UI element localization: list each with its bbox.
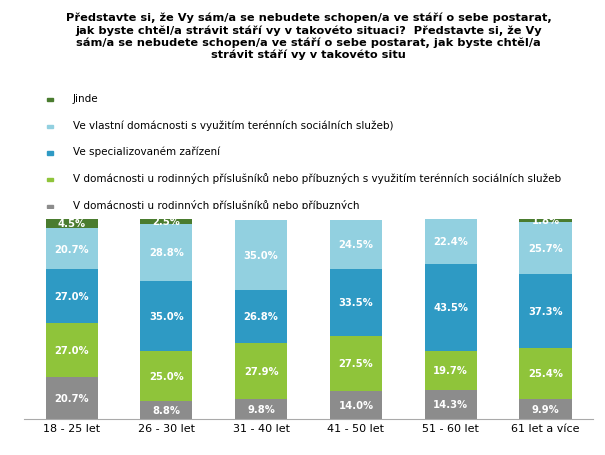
Text: 22.4%: 22.4% (433, 237, 468, 247)
Bar (45, 324, 97, 377)
Text: Ve vlastní domácnosti s využitím terénních sociálních služeb): Ve vlastní domácnosti s využitím terénní… (73, 120, 393, 131)
Text: 14.3%: 14.3% (433, 399, 468, 410)
Bar (45, 270, 97, 324)
Text: 25.0%: 25.0% (149, 371, 184, 381)
FancyBboxPatch shape (47, 125, 53, 129)
Text: 27.0%: 27.0% (54, 345, 89, 355)
Text: 43.5%: 43.5% (433, 303, 468, 313)
Bar (520, 274, 572, 348)
Bar (520, 399, 572, 419)
Bar (140, 351, 192, 401)
Text: 24.5%: 24.5% (338, 240, 373, 250)
FancyBboxPatch shape (47, 205, 53, 209)
Text: 37.3%: 37.3% (528, 306, 563, 316)
Bar (330, 391, 382, 419)
Bar (45, 228, 97, 270)
Bar (140, 401, 192, 419)
Bar (45, 377, 97, 419)
Text: 28.8%: 28.8% (149, 248, 184, 258)
Text: 14.0%: 14.0% (338, 399, 373, 410)
Text: 4.5%: 4.5% (57, 219, 86, 229)
Bar (235, 399, 287, 419)
Bar (520, 348, 572, 399)
Text: 27.0%: 27.0% (54, 292, 89, 302)
Bar (425, 351, 477, 390)
Bar (140, 282, 192, 351)
Bar (425, 390, 477, 419)
Text: 27.9%: 27.9% (244, 366, 278, 376)
Text: 35.0%: 35.0% (244, 250, 278, 260)
Text: Jinde: Jinde (73, 94, 98, 103)
Text: 8.8%: 8.8% (152, 405, 180, 415)
Text: 1.8%: 1.8% (531, 216, 560, 226)
Text: V domácnosti u rodinných příslušníků nebo příbuzných: V domácnosti u rodinných příslušníků neb… (73, 200, 359, 211)
Bar (140, 219, 192, 224)
Bar (140, 224, 192, 282)
Text: 9.9%: 9.9% (532, 404, 560, 414)
Text: 2.5%: 2.5% (152, 217, 180, 227)
Text: 20.7%: 20.7% (54, 393, 89, 403)
Text: 35.0%: 35.0% (149, 311, 184, 321)
Bar (330, 336, 382, 391)
Bar (520, 222, 572, 274)
Text: 27.5%: 27.5% (339, 358, 373, 368)
FancyBboxPatch shape (47, 152, 53, 156)
Text: V domácnosti u rodinných příslušníků nebo příbuzných s využitím terénních sociál: V domácnosti u rodinných příslušníků neb… (73, 173, 561, 184)
Bar (45, 219, 97, 228)
Text: 33.5%: 33.5% (339, 298, 373, 308)
Text: 25.7%: 25.7% (528, 243, 563, 253)
Bar (330, 269, 382, 336)
Text: 25.4%: 25.4% (528, 369, 563, 379)
Text: Představte si, že Vy sám/a se nebudete schopen/a ve stáří o sebe postarat,
jak b: Představte si, že Vy sám/a se nebudete s… (66, 13, 551, 60)
Bar (330, 220, 382, 269)
Text: 20.7%: 20.7% (54, 244, 89, 254)
FancyBboxPatch shape (47, 179, 53, 182)
Text: 26.8%: 26.8% (244, 312, 278, 322)
Text: Ve specializovaném zařízení: Ve specializovaném zařízení (73, 147, 220, 157)
Bar (235, 220, 287, 290)
Text: 9.8%: 9.8% (247, 404, 275, 414)
Bar (235, 290, 287, 344)
FancyBboxPatch shape (47, 99, 53, 102)
Bar (425, 264, 477, 351)
Bar (235, 344, 287, 399)
Bar (425, 219, 477, 264)
Text: 19.7%: 19.7% (433, 365, 468, 375)
Bar (520, 219, 572, 222)
